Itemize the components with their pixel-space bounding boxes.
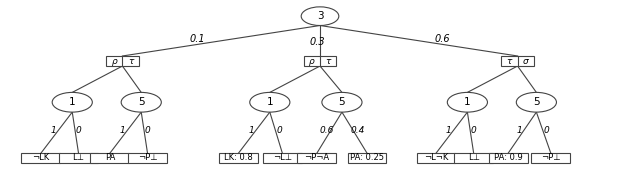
Ellipse shape	[516, 92, 556, 112]
FancyBboxPatch shape	[219, 153, 258, 163]
FancyBboxPatch shape	[501, 56, 534, 66]
Text: 3: 3	[317, 11, 323, 21]
FancyBboxPatch shape	[531, 153, 570, 163]
Text: PA: PA	[105, 153, 115, 162]
Text: 0: 0	[145, 126, 150, 135]
Text: 1: 1	[248, 126, 254, 135]
Text: σ: σ	[523, 57, 529, 66]
Text: τ: τ	[507, 57, 512, 66]
FancyBboxPatch shape	[22, 153, 60, 163]
FancyBboxPatch shape	[128, 153, 167, 163]
Text: PA: 0.9: PA: 0.9	[494, 153, 522, 162]
Text: 0.1: 0.1	[190, 34, 205, 44]
Text: L⊥: L⊥	[468, 153, 479, 162]
Text: ¬P⊥: ¬P⊥	[138, 153, 157, 162]
Text: 1: 1	[69, 97, 76, 107]
Text: 1: 1	[120, 126, 125, 135]
Ellipse shape	[121, 92, 161, 112]
Text: 0: 0	[276, 126, 282, 135]
FancyBboxPatch shape	[298, 153, 336, 163]
Text: ¬L¬K: ¬L¬K	[424, 153, 448, 162]
FancyBboxPatch shape	[348, 153, 387, 163]
Text: LK: 0.8: LK: 0.8	[224, 153, 253, 162]
Text: 1: 1	[266, 97, 273, 107]
Text: 1: 1	[51, 126, 56, 135]
Text: 5: 5	[138, 97, 145, 107]
FancyBboxPatch shape	[489, 153, 527, 163]
Text: 0.6: 0.6	[435, 34, 450, 44]
FancyBboxPatch shape	[106, 56, 139, 66]
Text: τ: τ	[326, 57, 331, 66]
FancyBboxPatch shape	[263, 153, 302, 163]
FancyBboxPatch shape	[417, 153, 456, 163]
Text: 1: 1	[464, 97, 470, 107]
Text: ¬LK: ¬LK	[32, 153, 49, 162]
Text: 0: 0	[76, 126, 81, 135]
Text: 0.3: 0.3	[309, 37, 324, 47]
Text: 5: 5	[533, 97, 540, 107]
Text: ρ: ρ	[309, 57, 315, 66]
FancyBboxPatch shape	[304, 56, 336, 66]
Text: ¬P¬A: ¬P¬A	[304, 153, 330, 162]
Ellipse shape	[322, 92, 362, 112]
Text: L⊥: L⊥	[72, 153, 84, 162]
Ellipse shape	[301, 7, 339, 25]
Text: 0: 0	[471, 126, 477, 135]
Text: ¬L⊥: ¬L⊥	[273, 153, 292, 162]
Ellipse shape	[52, 92, 92, 112]
Text: 0: 0	[544, 126, 550, 135]
Text: τ: τ	[128, 57, 133, 66]
Text: 0.4: 0.4	[351, 126, 365, 135]
Text: ρ: ρ	[111, 57, 117, 66]
Text: 0.6: 0.6	[319, 126, 333, 135]
FancyBboxPatch shape	[59, 153, 98, 163]
Ellipse shape	[250, 92, 290, 112]
Text: 5: 5	[339, 97, 345, 107]
FancyBboxPatch shape	[454, 153, 493, 163]
Text: 1: 1	[516, 126, 522, 135]
Text: ¬P⊥: ¬P⊥	[541, 153, 561, 162]
FancyBboxPatch shape	[90, 153, 129, 163]
Text: 1: 1	[445, 126, 451, 135]
Ellipse shape	[447, 92, 488, 112]
Text: PA: 0.25: PA: 0.25	[350, 153, 384, 162]
